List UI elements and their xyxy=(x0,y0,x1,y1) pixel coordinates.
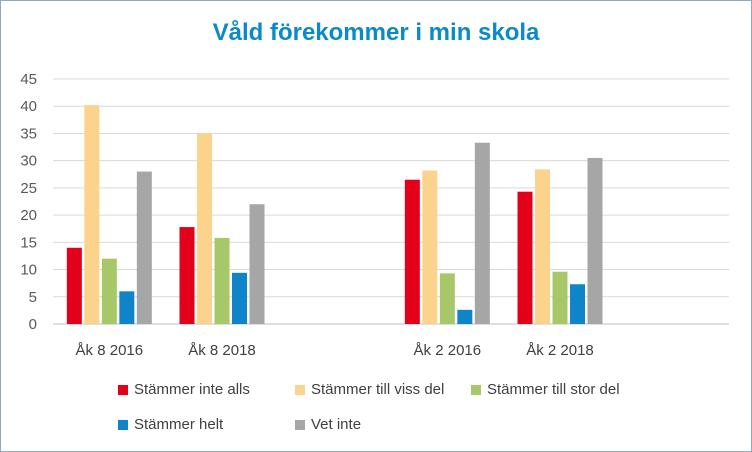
y-tick-label: 35 xyxy=(20,125,37,142)
y-tick-label: 20 xyxy=(20,207,37,224)
bar xyxy=(474,142,490,324)
bar xyxy=(119,291,135,324)
bar xyxy=(517,191,533,324)
bar xyxy=(249,204,265,324)
bar xyxy=(232,272,247,324)
bar xyxy=(422,170,438,324)
y-tick-label: 5 xyxy=(29,289,37,306)
bar xyxy=(136,171,152,324)
bar xyxy=(570,284,585,324)
bar xyxy=(84,105,100,324)
bar xyxy=(197,133,212,324)
x-tick-label: Åk 8 2018 xyxy=(188,342,256,359)
bar xyxy=(587,157,603,324)
y-tick-label: 45 xyxy=(20,71,37,88)
x-tick-label: Åk 8 2016 xyxy=(76,342,144,359)
bar xyxy=(214,237,230,324)
bar xyxy=(101,258,117,324)
bar xyxy=(552,271,568,324)
y-tick-label: 10 xyxy=(20,262,37,279)
chart-title: Våld förekommer i min skola xyxy=(212,19,540,46)
y-tick-label: 0 xyxy=(29,316,37,333)
x-tick-label: Åk 2 2016 xyxy=(414,342,482,359)
bar xyxy=(179,227,195,324)
y-tick-label: 30 xyxy=(20,153,37,170)
y-tick-label: 15 xyxy=(20,234,37,251)
y-tick-label: 40 xyxy=(20,98,37,115)
bar xyxy=(404,179,420,324)
y-tick-label: 25 xyxy=(20,180,37,197)
bar xyxy=(66,247,82,324)
x-tick-label: Åk 2 2018 xyxy=(526,342,594,359)
bar xyxy=(535,169,550,324)
bar xyxy=(457,309,473,324)
bar xyxy=(439,273,455,324)
